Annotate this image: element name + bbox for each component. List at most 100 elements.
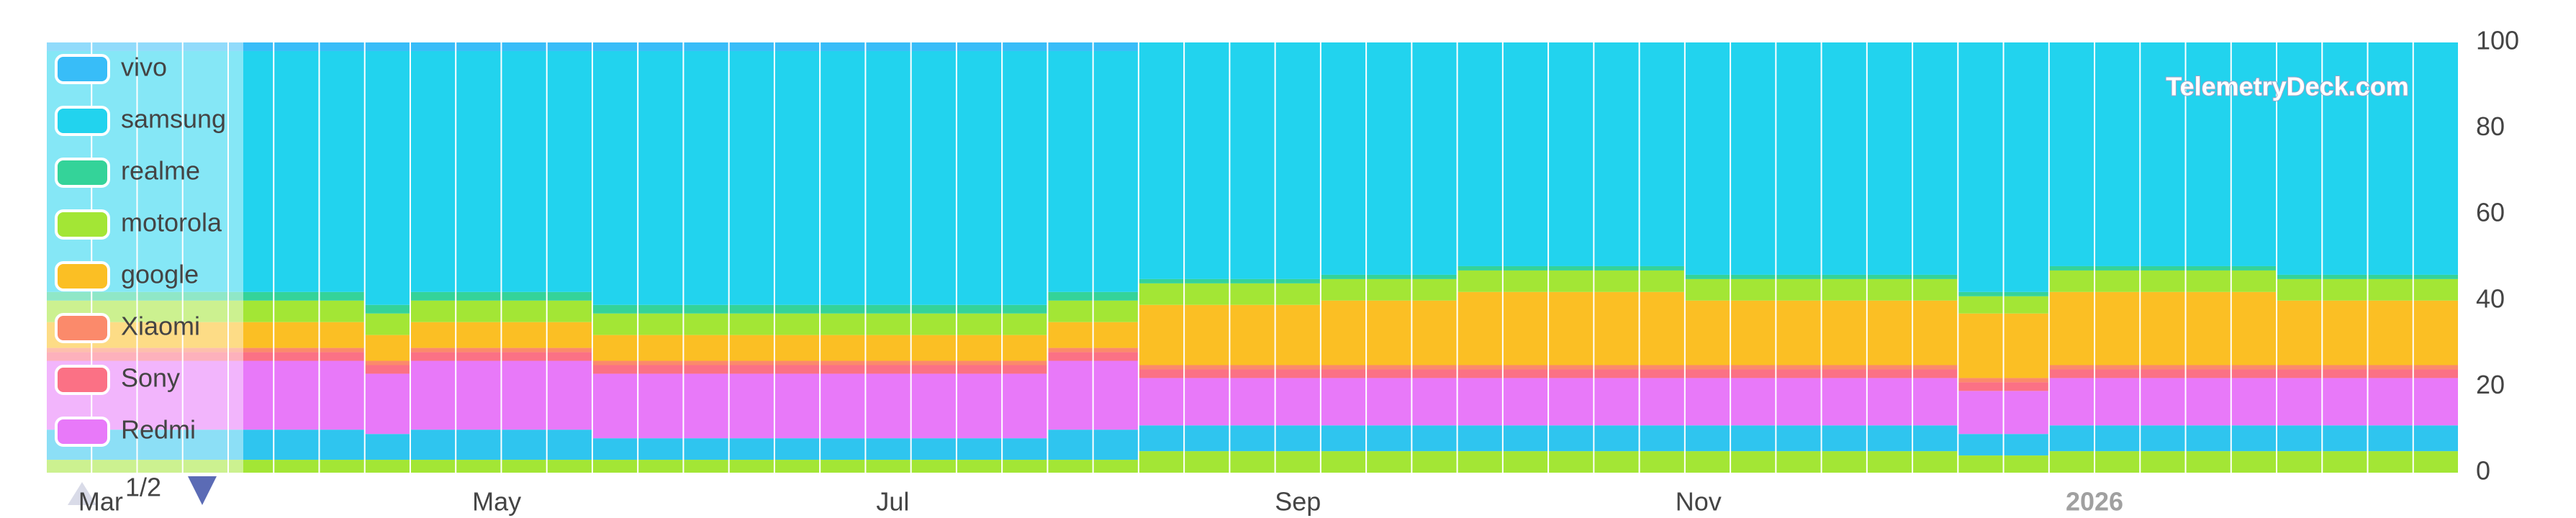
legend-swatch: [55, 209, 110, 240]
bar-segment: [502, 360, 546, 430]
bar-segment: [456, 50, 501, 292]
bar-segment: [1822, 365, 1866, 370]
bar-segment: [1003, 50, 1047, 305]
bar-segment: [1275, 42, 1320, 279]
bar-segment: [1640, 451, 1684, 473]
bar-segment: [2004, 378, 2048, 383]
legend-item[interactable]: Redmi: [55, 415, 196, 447]
bar-segment: [1185, 365, 1229, 370]
bar-segment: [1731, 451, 1776, 473]
bar-segment: [1048, 360, 1093, 430]
legend-item[interactable]: motorola: [55, 208, 222, 240]
bar-segment: [137, 360, 182, 430]
legend-swatch: [55, 417, 110, 447]
bar-segment: [2368, 278, 2413, 301]
bar-segment: [1731, 365, 1776, 370]
bar-segment: [774, 42, 820, 51]
bar-segment: [2323, 274, 2367, 279]
bar-segment: [1867, 42, 1912, 275]
bar-segment: [2277, 369, 2322, 378]
bar-segment: [684, 42, 728, 51]
bar-segment: [410, 291, 456, 301]
legend-item[interactable]: google: [55, 260, 199, 291]
bar-segment: [2186, 365, 2231, 370]
bar-segment: [729, 335, 774, 361]
bar-segment: [2095, 451, 2140, 473]
bar-segment: [729, 373, 774, 439]
bar-segment: [1913, 451, 1958, 473]
y-tick-label: 80: [2476, 112, 2505, 141]
bar-segment: [2277, 278, 2322, 301]
x-tick-label: Nov: [1676, 487, 1722, 517]
bar-segment: [2095, 270, 2140, 292]
bar-segment: [1503, 378, 1548, 426]
bar-segment: [2413, 278, 2458, 301]
legend-item[interactable]: vivo: [55, 53, 167, 84]
bar-segment: [47, 460, 91, 473]
legend-item[interactable]: Sony: [55, 363, 180, 395]
bar-segment: [866, 373, 910, 439]
bar-segment: [1640, 365, 1684, 370]
bar-segment: [957, 335, 1002, 361]
bar-segment: [1640, 425, 1684, 452]
bar-segment: [502, 300, 546, 322]
bar-segment: [911, 304, 956, 314]
bar-segment: [183, 360, 227, 430]
bar-segment: [774, 460, 820, 473]
legend-item[interactable]: samsung: [55, 104, 226, 136]
bar-segment: [911, 313, 956, 335]
bar-segment: [866, 335, 910, 361]
bar-segment: [1594, 451, 1639, 473]
bar-segment: [2141, 451, 2185, 473]
bar-segment: [774, 360, 820, 365]
bar-segment: [410, 347, 456, 353]
bar-segment: [502, 430, 546, 460]
legend-item[interactable]: Xiaomi: [55, 312, 200, 343]
bar-segment: [1503, 425, 1548, 452]
bar-segment: [638, 373, 683, 439]
bar-segment: [821, 460, 865, 473]
bar-segment: [2413, 369, 2458, 378]
y-tick-label: 60: [2476, 198, 2505, 227]
bar-segment: [274, 347, 319, 353]
bar-segment: [729, 50, 774, 305]
bar-segment: [410, 42, 456, 51]
bar-segment: [1594, 365, 1639, 370]
x-tick-label: 2026: [2066, 487, 2123, 517]
bar-segment: [911, 50, 956, 305]
bar-segment: [410, 460, 456, 473]
bar-segment: [1958, 434, 2003, 456]
bar-segment: [2186, 270, 2231, 292]
bar-segment: [684, 460, 728, 473]
bar-segment: [1139, 304, 1184, 365]
bar-segment: [1731, 274, 1776, 279]
bar-segment: [228, 300, 274, 322]
bar-segment: [1867, 300, 1912, 365]
bar-segment: [365, 434, 410, 460]
bar-segment: [2004, 42, 2048, 292]
bar-segment: [1549, 369, 1594, 378]
bar-segment: [1549, 265, 1594, 271]
bar-segment: [1367, 378, 1411, 426]
bar-segment: [957, 313, 1002, 335]
legend-swatch: [55, 261, 110, 291]
bar-segment: [1321, 42, 1366, 275]
legend-next[interactable]: [188, 476, 217, 505]
legend-item[interactable]: realme: [55, 156, 200, 188]
bar-segment: [365, 335, 410, 361]
bar-segment: [320, 347, 364, 353]
bar-segment: [1367, 274, 1411, 279]
bar-segment: [547, 460, 592, 473]
legend-prev[interactable]: [68, 482, 96, 505]
bar-segment: [228, 322, 274, 348]
bar-segment: [729, 365, 774, 374]
bar-segment: [365, 373, 410, 435]
bar-segment: [320, 360, 364, 430]
bar-segment: [1549, 425, 1594, 452]
bar-segment: [92, 352, 137, 361]
bar-segment: [1003, 365, 1047, 374]
bar-segment: [183, 322, 227, 348]
bar-segment: [47, 352, 91, 361]
bar-segment: [365, 304, 410, 314]
bar-segment: [228, 460, 274, 473]
